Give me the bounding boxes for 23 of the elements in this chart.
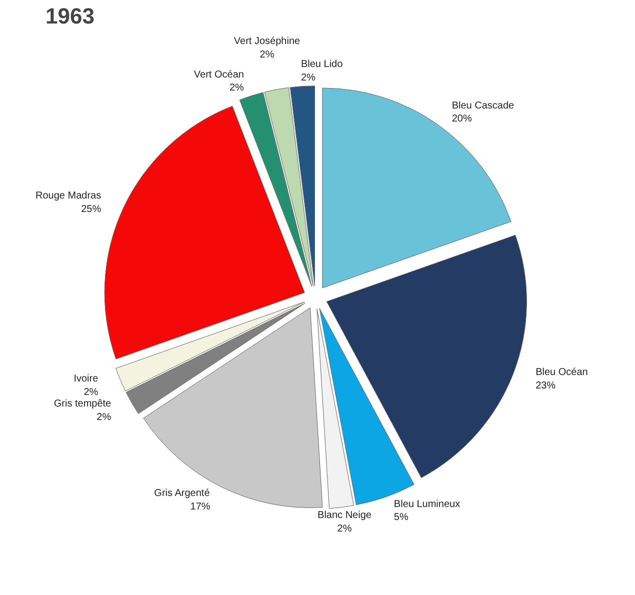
slice-label: Gris tempête (54, 398, 112, 410)
slice-label: Vert Océan (194, 69, 244, 80)
slice-label: Bleu Lumineux (394, 499, 460, 510)
data-label: 2% (337, 523, 352, 534)
slice-label: Bleu Cascade (452, 100, 515, 112)
chart-title: 1963 (46, 4, 94, 28)
data-label: 20% (452, 114, 472, 125)
slice-label: Gris Argenté (154, 488, 210, 500)
data-label: 17% (190, 501, 210, 512)
data-label: 2% (84, 386, 98, 398)
data-label: 5% (394, 512, 408, 524)
slice-label: Rouge Madras (36, 190, 102, 202)
slice-label: Blanc Neige (318, 510, 372, 522)
data-label: 2% (260, 49, 274, 60)
data-label: 2% (300, 72, 316, 84)
slice-label: Ivoire (74, 374, 99, 385)
data-label: 2% (230, 82, 244, 94)
data-label: 23% (536, 380, 556, 392)
data-label: 2% (96, 412, 112, 423)
slice-label: Vert Joséphine (234, 36, 301, 48)
slice-label: Bleu Lido (300, 59, 344, 70)
slice-label: Bleu Océan (536, 367, 588, 378)
data-label: 25% (81, 204, 102, 215)
